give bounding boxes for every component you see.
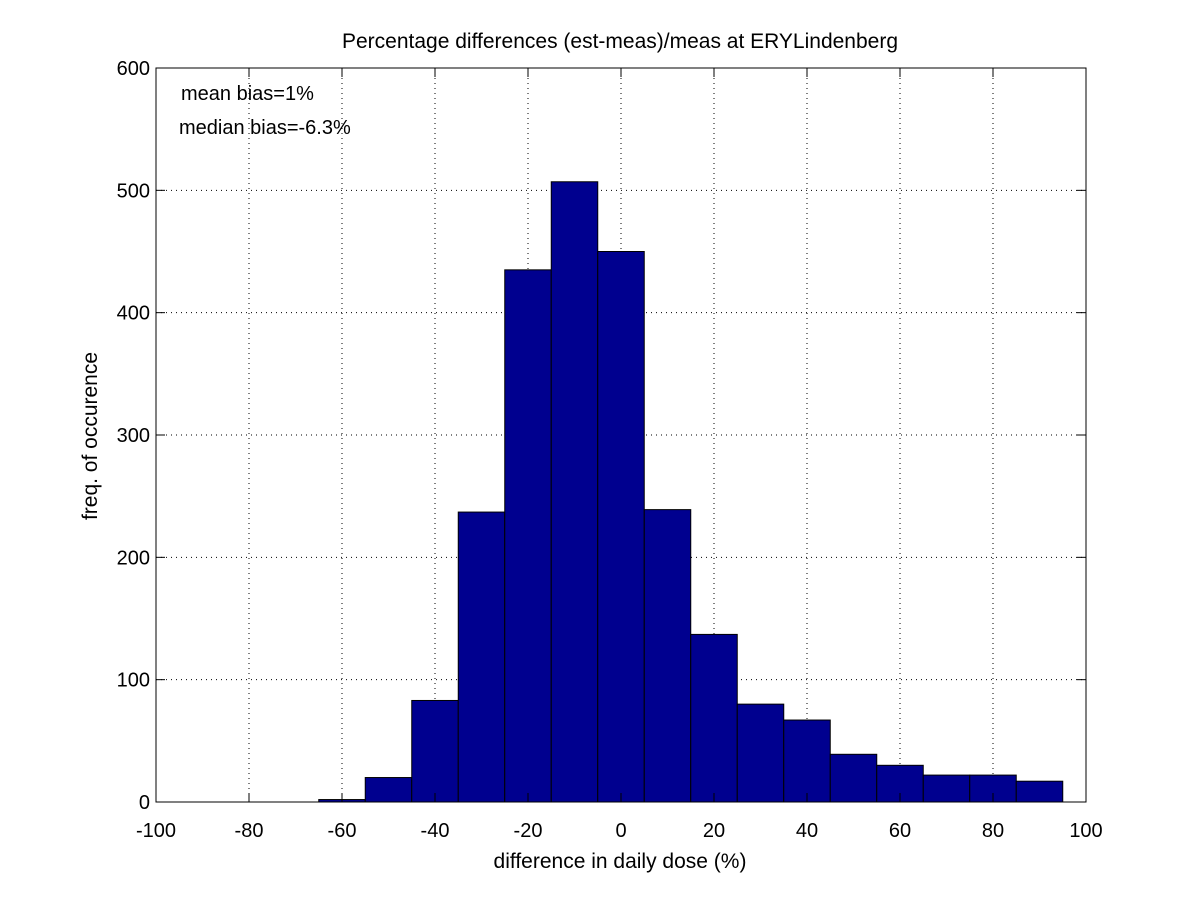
x-tick-labels: -100 -80 -60 -40 -20 0 20 40 60 80 100 [136, 820, 1103, 842]
histogram-bars [318, 181, 1064, 803]
x-tick-label: -80 [235, 820, 264, 842]
x-tick-label: 0 [615, 820, 626, 842]
histogram-bar [736, 703, 785, 803]
x-tick-label: 40 [796, 820, 818, 842]
histogram-bar [829, 753, 878, 803]
histogram-bar [550, 181, 599, 803]
x-tick-label: 100 [1069, 820, 1102, 842]
y-axis-label: freq. of occurence [79, 352, 102, 520]
y-tick-label: 400 [117, 303, 150, 325]
histogram-bar [643, 509, 692, 803]
x-axis-label: difference in daily dose (%) [494, 850, 747, 873]
y-tick-label: 200 [117, 547, 150, 569]
y-tick-label: 100 [117, 670, 150, 692]
y-tick-label: 300 [117, 425, 150, 447]
x-tick-label: 60 [889, 820, 911, 842]
histogram-bar [922, 774, 971, 803]
histogram-bar [783, 719, 831, 803]
histogram-bar [364, 777, 413, 803]
x-tick-label: -40 [421, 820, 450, 842]
mean-bias-annotation: mean bias=1% [181, 83, 314, 105]
x-tick-label: 20 [703, 820, 725, 842]
chart-title: Percentage differences (est-meas)/meas a… [342, 30, 898, 53]
histogram-bar [504, 269, 552, 803]
y-tick-label: 500 [117, 180, 150, 202]
histogram-bar [597, 251, 645, 803]
median-bias-annotation: median bias=-6.3% [179, 117, 351, 139]
histogram-bar [1015, 780, 1064, 803]
histogram-bar [690, 633, 738, 803]
y-tick-label: 600 [117, 58, 150, 80]
x-tick-label: -20 [514, 820, 543, 842]
histogram-bar [457, 511, 506, 803]
y-tick-labels: 0 100 200 300 400 500 600 [117, 58, 150, 814]
x-tick-label: -60 [328, 820, 357, 842]
x-tick-label: 80 [982, 820, 1004, 842]
x-tick-label: -100 [136, 820, 176, 842]
y-tick-label: 0 [139, 792, 150, 814]
histogram-bar [411, 699, 459, 803]
axis-ticks [155, 67, 1087, 803]
